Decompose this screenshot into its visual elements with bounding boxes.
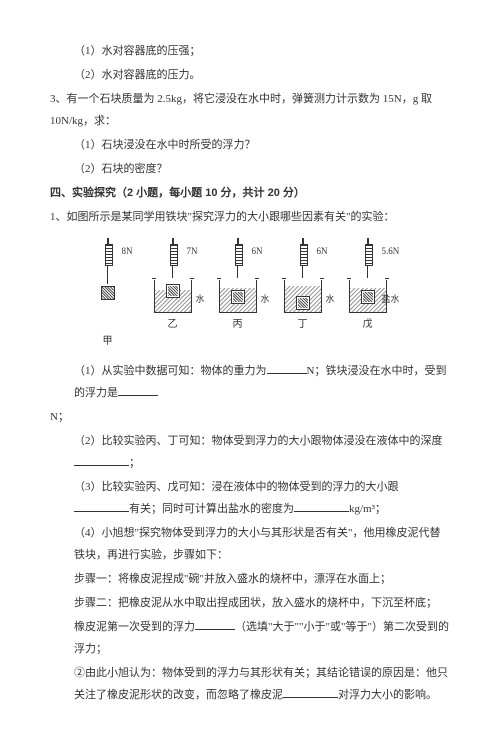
s1-result1: 橡皮泥第一次受到的浮力（选填"大于""小于"或"等于"）第二次受到的浮力； [50,616,450,660]
block-a [101,286,115,300]
q3-sub2: （2）石块的密度？ [50,158,450,180]
s1-result2: ②由此小旭认为：物体受到的浮力与其形状有关；其结论错误的原因是：他只关注了橡皮泥… [50,662,450,706]
blank-density[interactable] [294,499,349,512]
blank-factor[interactable] [74,499,129,512]
q3-sub1: （1）石块浸没在水中时所受的浮力？ [50,134,450,156]
caption-c: 丙 [233,315,243,335]
s1-q2: （2）比较实验丙、丁可知：物体受到浮力的大小跟物体浸没在液体中的深度； [50,430,450,474]
blank-compare[interactable] [195,617,235,630]
s1-stem: 1、如图所示是某同学用铁块"探究浮力的大小跟哪些因素有关"的实验： [50,206,450,228]
section-4-heading: 四、实验探究（2 小题，每小题 10 分，共计 20 分） [50,182,450,204]
q2-sub2: （2）水对容器底的压力。 [50,64,450,86]
caption-b: 乙 [168,315,178,335]
reading-c: 6N [252,242,263,260]
caption-a: 甲 [103,332,113,352]
apparatus-d: 6N 水 丁 [275,238,330,352]
s1-q1: （1）从实验中数据可知：物体的重力为N；铁块浸没在水中时，受到的浮力是 [50,360,450,404]
blank-weight[interactable] [267,361,307,374]
s1-step2: 步骤二：把橡皮泥从水中取出捏成团状，放入盛水的烧杯中，下沉至杯底； [50,592,450,614]
experiment-diagram: 8N 甲 7N 水 乙 6N 水 丙 6N [80,238,450,352]
reading-a: 8N [122,242,133,260]
blank-buoyancy[interactable] [118,383,158,396]
reading-b: 7N [187,242,198,260]
apparatus-c: 6N 水 丙 [210,238,265,352]
reading-e: 5.6N [382,242,400,260]
blank-omitted[interactable] [283,685,338,698]
s1-q3: （3）比较实验丙、戊可知：浸在液体中的物体受到的浮力的大小跟有关；同时可计算出盐… [50,476,450,520]
s1-q4: （4）小旭想"探究物体受到浮力的大小与其形状是否有关"，他用橡皮泥代替铁块，再进… [50,522,450,566]
s1-q1-tail: N； [50,406,450,428]
s1-step1: 步骤一：将橡皮泥捏成"碗"并放入盛水的烧杯中，漂浮在水面上； [50,568,450,590]
caption-d: 丁 [298,315,308,335]
caption-e: 戊 [363,315,373,335]
blank-depth[interactable] [74,453,129,466]
apparatus-b: 7N 水 乙 [145,238,200,352]
apparatus-a: 8N 甲 [80,238,135,352]
reading-d: 6N [317,242,328,260]
apparatus-e: 5.6N 盐水 戊 [340,238,395,352]
q3-stem: 3、有一个石块质量为 2.5kg，将它浸没在水中时，弹簧测力计示数为 15N，g… [50,88,450,132]
q2-sub1: （1）水对容器底的压强； [50,40,450,62]
